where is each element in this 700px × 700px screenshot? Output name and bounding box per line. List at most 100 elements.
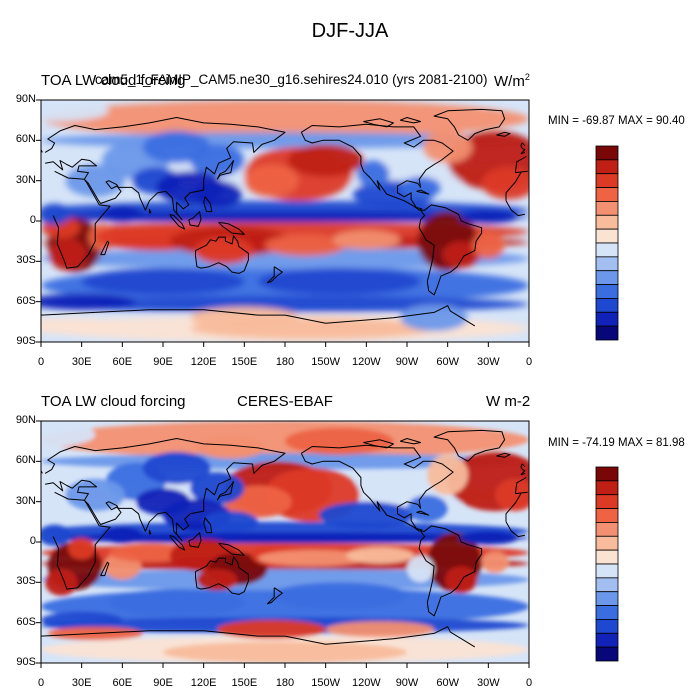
- coastline: [266, 266, 283, 284]
- coastline: [300, 123, 454, 211]
- y-tick-label: 90S: [16, 335, 36, 347]
- top-panel-minmax: MIN = -69.87 MAX = 90.40: [548, 115, 685, 127]
- x-tick-label: 90W: [395, 356, 419, 368]
- x-tick-label: 30E: [71, 356, 92, 368]
- bottom-panel-field-patch: [444, 566, 478, 594]
- top-panel-field-patch: [442, 241, 481, 269]
- colorbar-box: [595, 494, 619, 509]
- x-tick-label: 120W: [351, 677, 381, 689]
- coastline: [284, 626, 476, 648]
- bottom-panel-max-label: MAX = 81.98: [618, 437, 685, 449]
- x-tick-label: 30W: [477, 356, 500, 368]
- top-panel-field-patch: [41, 317, 123, 334]
- x-tick-label: 0: [37, 677, 45, 689]
- x-tick-label: 150W: [311, 677, 341, 689]
- bottom-panel-field-patch: [45, 568, 78, 596]
- colorbar-box: [595, 480, 619, 496]
- coastline: [496, 452, 511, 458]
- top-panel-min-label: MIN = -69.87: [548, 115, 615, 127]
- bottom-panel-minmax: MIN = -74.19 MAX = 81.98: [548, 437, 685, 449]
- colorbar-box: [595, 187, 619, 202]
- coastline: [363, 439, 394, 449]
- top-panel-field-patch: [332, 230, 401, 250]
- bottom-panel-colorbar: [595, 466, 619, 662]
- top-panel-field-patch: [481, 167, 529, 200]
- top-panel-field-patch: [41, 293, 136, 310]
- colorbar-box: [595, 508, 619, 523]
- colorbar-box: [595, 242, 619, 258]
- top-panel-units-superscript: 2: [524, 72, 530, 82]
- coastline: [218, 542, 245, 556]
- coastline: [41, 630, 285, 637]
- y-tick-label: 60S: [16, 615, 36, 628]
- coastline: [433, 108, 506, 141]
- x-tick-label: 30W: [477, 677, 500, 689]
- top-panel-field-patch: [356, 160, 390, 188]
- bottom-panel-field-patch: [142, 451, 211, 485]
- bottom-panel-field-patch: [271, 582, 407, 610]
- top-panel-tick-marks: [36, 99, 530, 347]
- coastline: [216, 160, 234, 180]
- colorbar-box: [595, 535, 619, 551]
- bottom-panel-field-patch: [203, 511, 258, 533]
- coastline: [416, 510, 430, 516]
- coastline: [515, 170, 528, 174]
- coastline: [505, 493, 522, 522]
- colorbar-box: [595, 577, 619, 593]
- x-tick-label: 150E: [231, 677, 258, 689]
- bottom-panel-map: [41, 421, 529, 663]
- colorbar-box: [595, 522, 619, 537]
- coastline: [505, 172, 522, 201]
- top-panel-coastlines: [41, 108, 528, 327]
- top-panel-field-patch: [287, 144, 364, 177]
- coastline: [188, 532, 202, 548]
- bottom-panel-tick-marks: [36, 420, 530, 668]
- bottom-panel-field-patch: [41, 568, 529, 591]
- top-panel-field-patch: [264, 234, 347, 256]
- colorbar-box: [595, 311, 619, 327]
- bottom-panel-field-patch: [325, 621, 435, 638]
- bottom-panel-field-patch: [68, 537, 96, 560]
- coastline: [418, 204, 483, 296]
- bottom-panel-field-patch: [458, 531, 519, 545]
- coastline: [44, 438, 286, 542]
- bottom-panel-left-title: TOA LW cloud forcing: [41, 393, 186, 410]
- coastline: [203, 517, 213, 534]
- x-tick-label: 30E: [71, 677, 92, 689]
- y-tick-label: 30N: [15, 494, 36, 507]
- y-tick-label: 60N: [15, 454, 36, 467]
- top-panel-field-patch: [194, 237, 254, 265]
- bottom-panel-field-patch: [495, 478, 529, 512]
- bottom-panel-field-patch: [41, 611, 123, 629]
- coastline: [100, 240, 110, 256]
- coastline: [195, 235, 249, 274]
- bottom-panel-field-patch: [285, 427, 394, 455]
- y-tick-label: 90N: [15, 93, 36, 105]
- colorbar-box: [595, 619, 619, 634]
- colorbar-box: [595, 549, 619, 565]
- coastline: [418, 525, 483, 617]
- coastline: [433, 429, 506, 462]
- bottom-panel-field-patch: [407, 555, 435, 583]
- colorbar-box: [595, 159, 619, 175]
- y-tick-label: 30S: [16, 575, 36, 588]
- bottom-panel-field-patch: [427, 454, 468, 495]
- top-panel-field-patch: [41, 100, 109, 122]
- bottom-panel-field-patch: [196, 437, 265, 459]
- bottom-panel-field-patch: [196, 568, 238, 591]
- colorbar-box: [595, 325, 619, 341]
- coastline: [505, 521, 525, 538]
- bottom-panel-field-patch: [41, 421, 96, 448]
- coastline: [514, 477, 527, 494]
- bottom-panel-field-patch: [346, 547, 414, 564]
- bottom-panel-field-patch: [41, 421, 529, 459]
- y-tick-label: 0: [29, 535, 36, 547]
- bottom-panel-field-patch: [102, 527, 143, 544]
- top-panel-field-patch: [244, 164, 299, 197]
- top-panel-field-patch: [192, 180, 242, 208]
- coastline: [188, 211, 202, 227]
- coastline: [284, 305, 476, 327]
- colorbar-box: [595, 632, 619, 648]
- top-panel-field-patch: [472, 231, 505, 259]
